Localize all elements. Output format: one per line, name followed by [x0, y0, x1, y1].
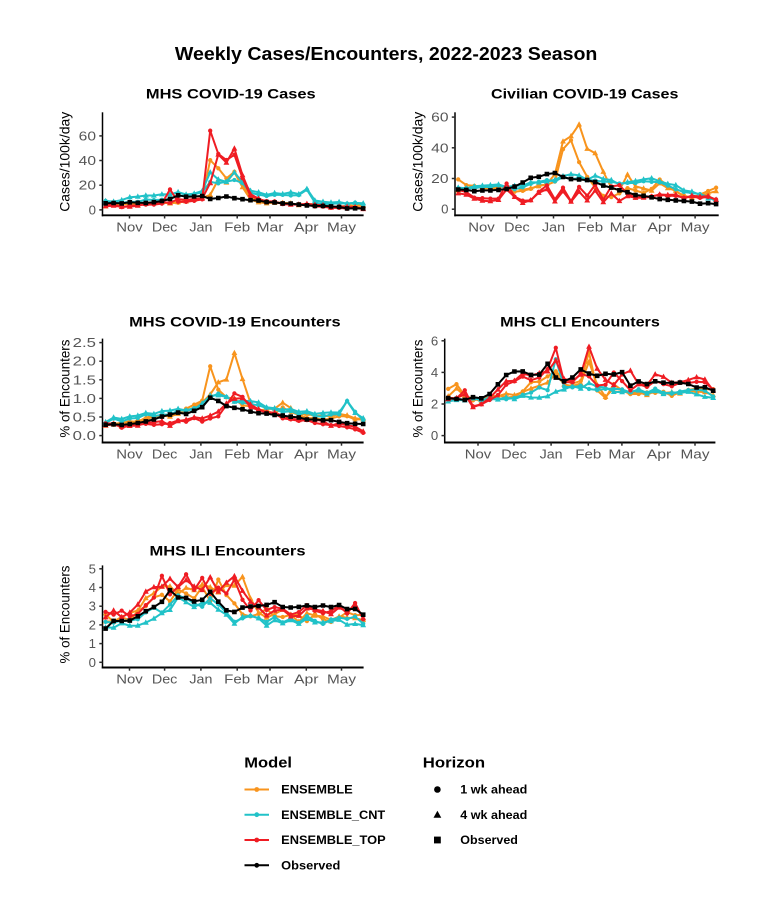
svg-text:Apr: Apr	[647, 220, 672, 235]
svg-text:Feb: Feb	[577, 220, 603, 235]
svg-text:0: 0	[89, 655, 96, 670]
svg-text:Feb: Feb	[224, 220, 250, 235]
svg-text:Jan: Jan	[189, 447, 212, 462]
svg-text:Nov: Nov	[116, 447, 143, 462]
svg-text:MHS COVID-19 Encounters: MHS COVID-19 Encounters	[129, 313, 341, 329]
svg-text:Jan: Jan	[189, 672, 212, 687]
svg-text:0.0: 0.0	[73, 428, 96, 443]
svg-text:Mar: Mar	[610, 220, 638, 235]
svg-text:MHS CLI Encounters: MHS CLI Encounters	[500, 313, 660, 329]
svg-text:May: May	[681, 447, 710, 462]
svg-text:% of Encounters: % of Encounters	[57, 340, 73, 438]
svg-text:Nov: Nov	[465, 447, 492, 462]
svg-text:0: 0	[431, 428, 438, 443]
svg-text:May: May	[327, 672, 356, 687]
svg-text:1 wk ahead: 1 wk ahead	[460, 783, 527, 797]
svg-text:Weekly Cases/Encounters, 2022-: Weekly Cases/Encounters, 2022-2023 Seaso…	[175, 44, 598, 64]
svg-text:60: 60	[79, 128, 96, 143]
svg-text:5: 5	[89, 561, 96, 576]
svg-text:Horizon: Horizon	[423, 755, 485, 772]
svg-text:Feb: Feb	[224, 447, 250, 462]
svg-text:Feb: Feb	[224, 672, 250, 687]
svg-text:2.0: 2.0	[73, 354, 96, 369]
svg-text:20: 20	[431, 171, 448, 186]
svg-text:ENSEMBLE: ENSEMBLE	[281, 783, 353, 797]
svg-text:% of Encounters: % of Encounters	[57, 566, 73, 664]
svg-text:40: 40	[431, 140, 448, 155]
svg-text:Nov: Nov	[116, 220, 143, 235]
svg-text:Jan: Jan	[189, 220, 212, 235]
svg-text:May: May	[327, 447, 356, 462]
svg-text:20: 20	[79, 178, 96, 193]
svg-text:May: May	[681, 220, 710, 235]
svg-text:Cases/100k/day: Cases/100k/day	[410, 112, 426, 212]
svg-text:Apr: Apr	[294, 447, 319, 462]
svg-text:Nov: Nov	[116, 672, 143, 687]
svg-text:Civilian COVID-19 Cases: Civilian COVID-19 Cases	[491, 86, 679, 102]
svg-text:% of Encounters: % of Encounters	[410, 340, 426, 438]
svg-text:MHS ILI Encounters: MHS ILI Encounters	[150, 543, 306, 559]
svg-text:Dec: Dec	[152, 447, 178, 462]
svg-text:6: 6	[431, 333, 438, 348]
svg-text:1.5: 1.5	[73, 372, 96, 387]
svg-text:Nov: Nov	[468, 220, 495, 235]
svg-text:Mar: Mar	[257, 220, 285, 235]
svg-text:Apr: Apr	[294, 672, 319, 687]
svg-text:3: 3	[89, 599, 96, 614]
svg-text:4: 4	[89, 580, 96, 595]
svg-text:Feb: Feb	[575, 447, 601, 462]
svg-text:1.0: 1.0	[73, 391, 96, 406]
svg-text:Dec: Dec	[501, 447, 527, 462]
svg-text:0: 0	[441, 202, 448, 217]
svg-text:1: 1	[89, 636, 96, 651]
svg-text:MHS COVID-19 Cases: MHS COVID-19 Cases	[146, 86, 316, 102]
svg-text:0.5: 0.5	[73, 410, 96, 425]
svg-text:40: 40	[79, 153, 96, 168]
svg-text:ENSEMBLE_CNT: ENSEMBLE_CNT	[281, 808, 386, 822]
svg-text:0: 0	[89, 202, 96, 217]
svg-text:2: 2	[89, 617, 96, 632]
svg-text:60: 60	[431, 110, 448, 125]
svg-text:Observed: Observed	[460, 833, 518, 847]
svg-text:ENSEMBLE_TOP: ENSEMBLE_TOP	[281, 833, 386, 847]
svg-text:2: 2	[431, 397, 438, 412]
svg-text:Apr: Apr	[294, 220, 319, 235]
svg-text:4 wk ahead: 4 wk ahead	[460, 808, 527, 822]
svg-text:May: May	[327, 220, 356, 235]
svg-text:Jan: Jan	[542, 220, 565, 235]
svg-text:Model: Model	[244, 755, 292, 772]
svg-text:Cases/100k/day: Cases/100k/day	[57, 112, 73, 212]
svg-text:Dec: Dec	[152, 220, 178, 235]
svg-text:Mar: Mar	[257, 672, 285, 687]
svg-text:Apr: Apr	[647, 447, 672, 462]
svg-text:4: 4	[431, 365, 438, 380]
svg-text:Jan: Jan	[540, 447, 563, 462]
svg-text:Mar: Mar	[257, 447, 285, 462]
svg-text:Dec: Dec	[152, 672, 178, 687]
svg-text:2.5: 2.5	[73, 335, 96, 350]
svg-text:Dec: Dec	[504, 220, 530, 235]
svg-text:Observed: Observed	[281, 858, 340, 872]
svg-text:Mar: Mar	[608, 447, 636, 462]
